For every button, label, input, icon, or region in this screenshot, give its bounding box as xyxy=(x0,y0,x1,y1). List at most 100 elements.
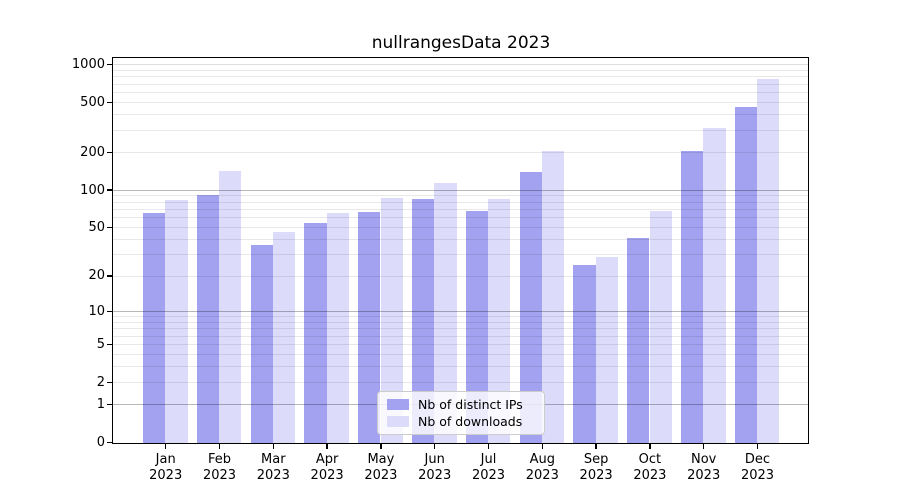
x-tick-apr xyxy=(326,444,328,449)
y-tick-label-200: 200 xyxy=(80,144,105,160)
x-tick-label-apr: Apr 2023 xyxy=(310,452,344,483)
gridline-700 xyxy=(113,83,808,85)
bar-nb-of-distinct-ips-dec xyxy=(734,107,758,443)
gridline-900 xyxy=(113,69,808,71)
bar-nb-of-distinct-ips-sep xyxy=(573,264,596,443)
legend-entry-downloads: Nb of downloads xyxy=(387,414,535,429)
chart-legend: Nb of distinct IPs Nb of downloads xyxy=(377,391,545,435)
gridline-200 xyxy=(113,151,808,153)
bar-nb-of-downloads-jun xyxy=(434,183,457,443)
x-tick-label-may: May 2023 xyxy=(364,452,398,483)
x-tick-label-nov: Nov 2023 xyxy=(687,452,721,483)
x-tick-nov xyxy=(703,444,705,449)
gridline-9 xyxy=(113,316,808,318)
x-tick-aug xyxy=(541,444,543,449)
bar-nb-of-downloads-oct xyxy=(649,211,672,443)
y-tick-1 xyxy=(107,404,112,406)
x-tick-label-aug: Aug 2023 xyxy=(525,452,559,483)
x-tick-oct xyxy=(649,444,651,449)
gridline-30 xyxy=(113,254,808,256)
gridline-3 xyxy=(113,366,808,368)
bar-nb-of-distinct-ips-feb xyxy=(196,194,220,443)
bar-nb-of-downloads-feb xyxy=(219,170,242,443)
bar-nb-of-downloads-nov xyxy=(703,127,726,443)
bar-nb-of-distinct-ips-apr xyxy=(304,222,327,443)
bar-nb-of-downloads-may xyxy=(380,197,403,443)
x-tick-may xyxy=(380,444,382,449)
y-tick-500 xyxy=(107,101,112,103)
gridline-1000 xyxy=(113,64,808,65)
legend-entry-distinct-ips: Nb of distinct IPs xyxy=(387,397,535,412)
y-tick-0 xyxy=(107,441,112,444)
gridline-major-10 xyxy=(113,310,808,312)
gridline-80 xyxy=(113,201,808,203)
gridline-8 xyxy=(113,321,808,323)
bar-nb-of-distinct-ips-may xyxy=(358,212,381,443)
gridline-7 xyxy=(113,328,808,330)
gridline-400 xyxy=(113,114,808,116)
gridline-20 xyxy=(113,275,808,277)
gridline-600 xyxy=(113,91,808,93)
x-tick-label-jun: Jun 2023 xyxy=(418,452,452,483)
gridline-40 xyxy=(113,238,808,240)
bar-nb-of-distinct-ips-nov xyxy=(681,151,704,443)
x-tick-dec xyxy=(756,444,759,449)
legend-label-downloads: Nb of downloads xyxy=(418,414,523,429)
x-tick-sep xyxy=(595,444,597,449)
y-tick-2 xyxy=(107,381,112,384)
y-tick-label-1000: 1000 xyxy=(71,56,105,72)
x-tick-label-feb: Feb 2023 xyxy=(202,452,237,483)
x-tick-label-sep: Sep 2023 xyxy=(579,452,613,483)
y-tick-100 xyxy=(107,189,112,191)
bar-nb-of-distinct-ips-jun xyxy=(412,199,435,443)
y-tick-20 xyxy=(107,275,112,277)
bar-nb-of-downloads-jul xyxy=(488,198,511,443)
y-tick-label-100: 100 xyxy=(80,182,105,198)
x-tick-label-oct: Oct 2023 xyxy=(633,452,667,483)
y-tick-label-1: 1 xyxy=(96,397,105,413)
gridline-6 xyxy=(113,335,808,337)
y-tick-label-2: 2 xyxy=(96,375,105,390)
x-tick-label-mar: Mar 2023 xyxy=(256,452,290,483)
bar-nb-of-downloads-jan xyxy=(165,200,188,443)
y-tick-50 xyxy=(107,226,112,229)
bar-nb-of-downloads-aug xyxy=(541,151,565,443)
x-tick-jul xyxy=(487,444,490,449)
x-tick-label-jan: Jan 2023 xyxy=(149,452,183,483)
gridline-800 xyxy=(113,76,808,78)
y-tick-label-0: 0 xyxy=(96,435,105,451)
legend-label-distinct-ips: Nb of distinct IPs xyxy=(418,397,523,412)
y-tick-1000 xyxy=(107,63,112,66)
chart-title: nullrangesData 2023 xyxy=(371,33,551,53)
x-tick-jan xyxy=(165,444,167,449)
gridline-50 xyxy=(113,227,808,228)
y-tick-200 xyxy=(107,151,112,153)
gridline-2 xyxy=(113,382,808,384)
bar-nb-of-downloads-mar xyxy=(272,232,296,443)
bar-nb-of-distinct-ips-mar xyxy=(250,245,273,443)
bar-nb-of-distinct-ips-oct xyxy=(627,238,650,443)
x-tick-jun xyxy=(434,444,436,449)
bar-nb-of-downloads-apr xyxy=(326,212,349,443)
y-tick-label-500: 500 xyxy=(80,94,105,110)
gridline-60 xyxy=(113,217,808,219)
gridline-70 xyxy=(113,208,808,210)
gridline-90 xyxy=(113,195,808,197)
y-tick-10 xyxy=(107,310,112,312)
bar-nb-of-downloads-dec xyxy=(757,79,780,443)
legend-swatch-downloads xyxy=(387,416,409,427)
gridline-4 xyxy=(113,354,808,356)
x-tick-label-jul: Jul 2023 xyxy=(471,452,506,483)
x-tick-feb xyxy=(218,444,221,449)
gridline-major-100 xyxy=(113,189,808,191)
legend-swatch-distinct-ips xyxy=(387,399,409,410)
gridline-300 xyxy=(113,129,808,131)
y-tick-5 xyxy=(107,343,112,346)
plot-area: Nb of distinct IPs Nb of downloads xyxy=(112,57,809,444)
y-tick-label-10: 10 xyxy=(88,303,105,319)
bar-nb-of-distinct-ips-aug xyxy=(519,171,542,443)
gridline-500 xyxy=(113,101,808,103)
y-tick-label-5: 5 xyxy=(96,337,105,352)
gridline-5 xyxy=(113,344,808,346)
